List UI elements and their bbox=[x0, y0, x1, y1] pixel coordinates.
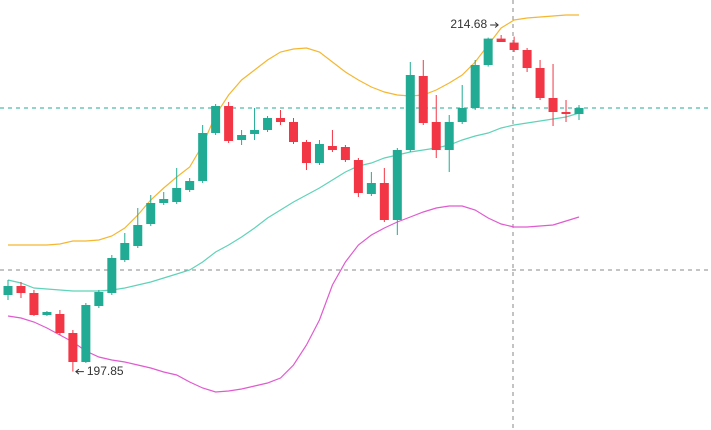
candle-body bbox=[68, 333, 78, 362]
candle-body bbox=[392, 150, 402, 220]
band-line bbox=[7, 112, 580, 292]
candle-body bbox=[42, 312, 52, 315]
candle-body bbox=[133, 225, 143, 246]
candle-body bbox=[224, 106, 234, 141]
candle-body bbox=[496, 38, 506, 42]
candle-body bbox=[107, 258, 117, 293]
candle-body bbox=[250, 130, 260, 134]
candle-body bbox=[574, 108, 584, 114]
candle-body bbox=[94, 292, 104, 306]
candle-body bbox=[276, 118, 286, 122]
candle-body bbox=[509, 42, 519, 50]
candle-body bbox=[522, 50, 532, 68]
high-arrow bbox=[490, 22, 499, 28]
candle-body bbox=[535, 68, 545, 98]
candle-body bbox=[3, 286, 13, 295]
candle-body bbox=[237, 135, 247, 140]
candle-body bbox=[353, 160, 363, 193]
plot: 214.68 197.85 bbox=[0, 14, 711, 393]
candle-body bbox=[340, 147, 350, 160]
candle-body bbox=[561, 112, 571, 114]
candle-body bbox=[457, 108, 467, 122]
candle-body bbox=[327, 146, 337, 150]
candle-body bbox=[263, 118, 273, 130]
band-line bbox=[7, 205, 580, 393]
candle-body bbox=[431, 122, 441, 150]
candle-body bbox=[198, 133, 208, 181]
candle-body bbox=[548, 98, 558, 112]
low-arrow bbox=[75, 368, 84, 375]
candle-body bbox=[405, 75, 415, 150]
candle-body bbox=[55, 314, 65, 333]
candle-body bbox=[29, 293, 39, 315]
candle-body bbox=[483, 38, 493, 65]
candle-body bbox=[418, 76, 428, 123]
candle-body bbox=[159, 199, 169, 203]
candle-body bbox=[172, 188, 182, 202]
candle-body bbox=[120, 243, 130, 260]
candle-body bbox=[289, 122, 298, 142]
candle-body bbox=[16, 286, 26, 293]
candle-body bbox=[366, 183, 376, 194]
candle-body bbox=[146, 203, 156, 224]
candle-body bbox=[211, 106, 221, 133]
candle-body bbox=[301, 142, 311, 163]
candle-body bbox=[81, 305, 91, 362]
candle-body bbox=[444, 122, 454, 150]
high-label: 214.68 bbox=[450, 17, 487, 31]
candle-body bbox=[314, 144, 324, 163]
candle-body bbox=[379, 183, 389, 220]
candle-body bbox=[185, 181, 195, 190]
low-label: 197.85 bbox=[87, 364, 124, 378]
candle-body bbox=[470, 65, 480, 108]
